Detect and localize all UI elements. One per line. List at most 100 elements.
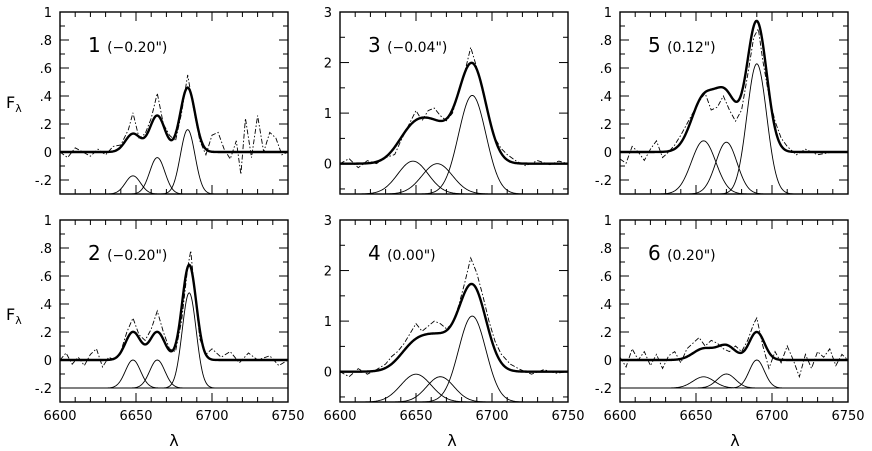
x-tick-label: 6750 (551, 409, 584, 424)
panel-frame (619, 219, 849, 403)
component-gaussian (620, 63, 848, 194)
component-gaussian (620, 373, 848, 389)
y-axis-label-bottom: Fλ (6, 305, 22, 327)
observed-spectrum (620, 27, 848, 164)
x-tick-label: 6700 (755, 409, 788, 424)
x-tick-label: 6700 (475, 409, 508, 424)
total-fit (60, 86, 288, 154)
component-gaussian (60, 359, 288, 389)
panel-label: 1 (−0.20") (88, 33, 167, 57)
observed-spectrum (60, 250, 288, 369)
observed-spectrum (340, 256, 568, 378)
component-gaussian (60, 359, 288, 389)
y-tick-label: -.2 (595, 382, 612, 397)
y-axis-label-sub: λ (15, 314, 22, 327)
component-gaussian (60, 129, 288, 194)
component-gaussian (60, 157, 288, 194)
y-tick-label: 1 (44, 214, 52, 229)
y-tick-label: 1 (604, 214, 612, 229)
panel-6: 6600 6650 6700 6750 -.2 0 .2 .4 .6 .8 1 6 (0.20") (595, 214, 865, 424)
y-tick-label: 2 (324, 265, 332, 280)
y-tick-label: .2 (600, 118, 612, 133)
y-tick-label: 0 (44, 146, 52, 161)
y-tick-label: .2 (40, 326, 52, 341)
panel-label: 2 (−0.20") (88, 241, 167, 265)
x-tick-label: 6750 (271, 409, 304, 424)
panel-frame (619, 11, 849, 195)
y-axis-label-top: Fλ (6, 93, 22, 115)
y-tick-label: 3 (324, 6, 332, 21)
y-tick-label: 1 (604, 6, 612, 21)
y-tick-label: 0 (604, 354, 612, 369)
total-fit (340, 61, 568, 165)
panel-number: 6 (648, 241, 667, 265)
panel-number: 1 (88, 33, 107, 57)
x-axis-label-col1: λ (169, 431, 178, 450)
y-tick-label: .4 (600, 298, 612, 313)
panel-offset: (−0.04") (387, 40, 447, 56)
y-tick-label: -.2 (35, 382, 52, 397)
component-gaussian (340, 315, 568, 402)
panel-frame (339, 219, 569, 403)
panel-number: 5 (648, 33, 667, 57)
panel-2: 6600 6650 6700 6750 -.2 0 .2 .4 .6 .8 1 2 (−0.20") (35, 214, 305, 424)
y-tick-label: .8 (600, 34, 612, 49)
panel-label: 4 (0.00") (368, 241, 436, 265)
y-tick-label: .6 (600, 270, 612, 285)
y-tick-label: 1 (324, 107, 332, 122)
y-tick-label: .4 (600, 90, 612, 105)
panel-number: 3 (368, 33, 387, 57)
x-tick-label: 6600 (323, 409, 356, 424)
x-tick-label: 6650 (399, 409, 432, 424)
y-tick-label: 1 (324, 315, 332, 330)
x-axis-label-col2: λ (447, 431, 456, 450)
x-tick-label: 6750 (831, 409, 864, 424)
total-fit (620, 330, 848, 362)
component-gaussian (340, 160, 568, 194)
y-tick-label: .8 (40, 242, 52, 257)
component-gaussian (340, 94, 568, 194)
plot-area (620, 19, 848, 194)
panel-frame (339, 11, 569, 195)
y-axis-label-sub: λ (15, 102, 22, 115)
x-tick-label: 6650 (679, 409, 712, 424)
plot-area (340, 45, 568, 194)
x-tick-label: 6700 (195, 409, 228, 424)
component-gaussian (620, 141, 848, 194)
x-axis-label-col3: λ (730, 431, 739, 450)
panel-offset: (0.00") (387, 248, 436, 264)
panel-offset: (0.20") (667, 248, 716, 264)
y-tick-label: 2 (324, 57, 332, 72)
y-tick-label: .2 (600, 326, 612, 341)
x-tick-label: 6600 (43, 409, 76, 424)
panel-4: 6600 6650 6700 6750 0 1 2 3 4 (0.00") (323, 214, 584, 424)
total-fit (60, 263, 288, 362)
panel-offset: (−0.20") (107, 248, 167, 264)
panel-offset: (0.12") (667, 40, 716, 56)
y-tick-label: .6 (40, 270, 52, 285)
panel-label: 5 (0.12") (648, 33, 716, 57)
total-fit (340, 282, 568, 373)
y-tick-label: .4 (40, 90, 52, 105)
y-tick-label: 0 (324, 366, 332, 381)
component-gaussian (340, 376, 568, 402)
y-tick-label: -.2 (595, 174, 612, 189)
y-tick-label: -.2 (35, 174, 52, 189)
x-tick-label: 6600 (603, 409, 636, 424)
component-gaussian (60, 292, 288, 389)
y-tick-label: .6 (600, 62, 612, 77)
plot-area (620, 316, 848, 389)
panel-label: 6 (0.20") (648, 241, 716, 265)
observed-spectrum (60, 74, 288, 175)
panel-number: 4 (368, 241, 387, 265)
y-tick-label: .8 (40, 34, 52, 49)
panel-5: -.2 0 .2 .4 .6 .8 1 5 (0.12") (595, 6, 849, 195)
component-gaussian (620, 359, 848, 389)
y-tick-label: 3 (324, 214, 332, 229)
plot-area (340, 256, 568, 402)
total-fit (620, 19, 848, 154)
y-tick-label: 1 (44, 6, 52, 21)
